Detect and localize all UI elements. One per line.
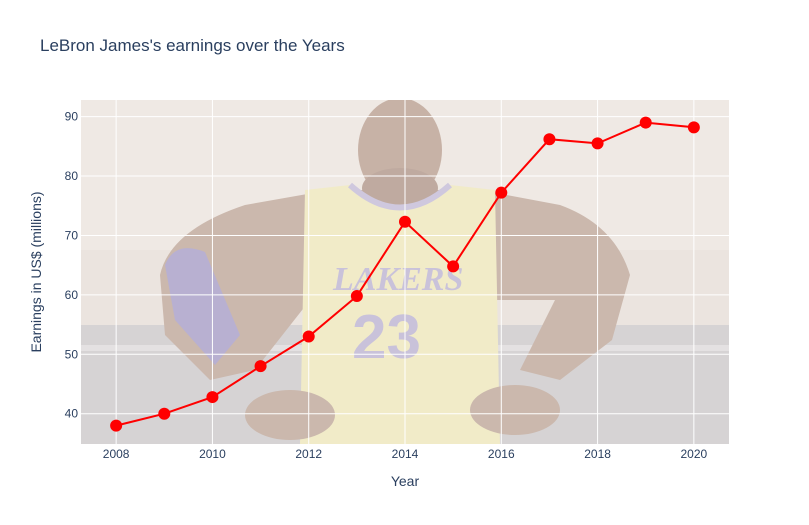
y-tick-label: 60 (65, 288, 79, 302)
data-point[interactable] (206, 391, 219, 404)
svg-text:LAKERS: LAKERS (332, 261, 463, 298)
x-tick-label: 2014 (392, 447, 419, 461)
x-tick-label: 2016 (488, 447, 515, 461)
data-point[interactable] (399, 215, 411, 228)
data-point[interactable] (254, 360, 267, 373)
y-gridlines (81, 116, 729, 415)
x-tick-label: 2012 (295, 447, 322, 461)
x-tick-label: 2008 (103, 447, 130, 461)
x-axis-ticks: 2008 2010 2012 2014 2016 2018 2020 (103, 447, 708, 461)
series-markers (110, 116, 700, 432)
y-tick-label: 40 (65, 407, 79, 421)
data-point[interactable] (591, 137, 604, 150)
y-tick-label: 80 (65, 169, 79, 183)
data-point[interactable] (447, 260, 460, 273)
y-tick-label: 70 (65, 228, 79, 242)
y-axis-ticks: 40 50 60 70 80 90 (65, 110, 79, 421)
x-tick-label: 2020 (681, 447, 708, 461)
data-point[interactable] (158, 407, 171, 420)
data-point[interactable] (639, 116, 652, 129)
data-point[interactable] (110, 419, 123, 432)
x-tick-label: 2010 (199, 447, 226, 461)
y-axis-title: Earnings in US$ (millions) (28, 191, 44, 352)
x-gridlines (115, 100, 695, 444)
data-point[interactable] (495, 186, 508, 199)
x-tick-label: 2018 (584, 447, 611, 461)
chart-title: LeBron James's earnings over the Years (40, 36, 345, 55)
y-tick-label: 50 (65, 347, 79, 361)
svg-text:23: 23 (352, 303, 421, 372)
y-tick-label: 90 (65, 110, 79, 124)
data-point[interactable] (687, 121, 700, 134)
data-point[interactable] (350, 290, 363, 303)
x-axis-title: Year (391, 473, 420, 489)
data-point[interactable] (302, 330, 315, 343)
data-point[interactable] (543, 133, 556, 146)
